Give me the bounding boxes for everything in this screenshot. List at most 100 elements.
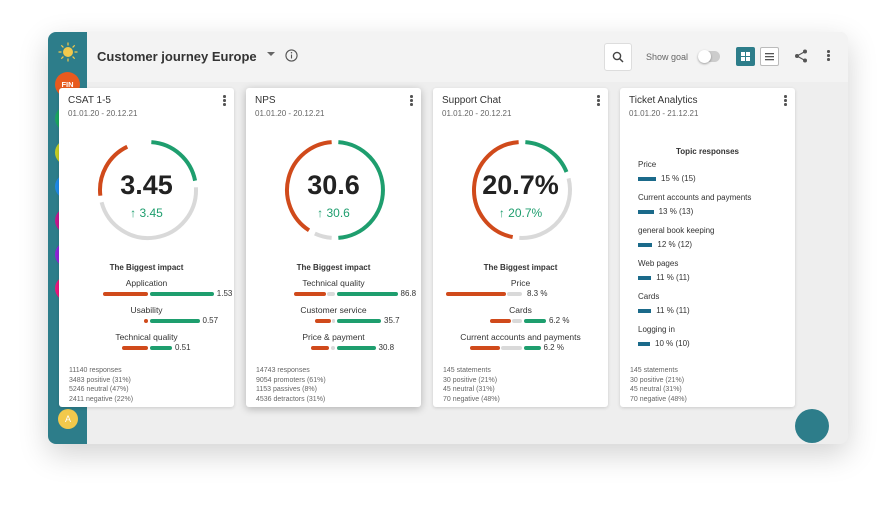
search-icon (612, 51, 624, 63)
gauge-segment-pos (151, 140, 198, 182)
impact-label: Price (510, 278, 531, 288)
info-icon[interactable] (285, 49, 298, 62)
card-title: Ticket Analytics (629, 95, 698, 106)
card-stats: 14743 responses 9054 promoters (61%) 1153 … (256, 366, 326, 404)
impact-label: Technical quality (302, 278, 365, 288)
card-menu-icon[interactable] (410, 95, 413, 107)
impact-label: Usability (130, 305, 163, 315)
show-goal-toggle[interactable] (698, 50, 720, 63)
gauge-segment-neu (519, 177, 572, 240)
impact-label: Cards (509, 305, 532, 315)
floating-action-button[interactable] (795, 409, 829, 443)
score-value: 3.45 (120, 170, 173, 200)
stat-line: 9054 promoters (61%) (256, 376, 326, 384)
metric-card[interactable]: Ticket Analytics 01.01.20 - 21.12.21 Topic… (620, 88, 795, 407)
metric-card[interactable]: Support Chat 01.01.20 - 20.12.21 20.7% ↑ 20… (433, 88, 608, 407)
card-stats: 145 statements 30 positive (21%) 45 neutra… (630, 366, 687, 404)
card-menu-icon[interactable] (597, 95, 600, 107)
topic-value: 13 % (13) (658, 207, 694, 216)
stat-line: 2411 negative (22%) (69, 395, 134, 403)
topic-value: 10 % (10) (655, 339, 690, 348)
card-menu-icon[interactable] (223, 95, 226, 107)
impact-bar-positive (337, 319, 381, 323)
show-goal-label: Show goal (646, 52, 689, 62)
topic-heading: Topic responses (676, 147, 739, 156)
stat-line: 5246 neutral (47%) (69, 386, 129, 393)
metric-card[interactable]: NPS 01.01.20 - 20.12.21 30.6 ↑ 30.6 The Bigg… (246, 88, 421, 407)
gauge-segment-pos (525, 140, 569, 173)
stat-line: 1153 passives (8%) (256, 386, 317, 393)
metric-card[interactable]: CSAT 1-5 01.01.20 - 20.12.21 3.45 ↑ 3.45 The… (59, 88, 234, 407)
card-title: NPS (255, 95, 276, 106)
impact-value: 0.51 (175, 343, 191, 352)
score-gauge (285, 140, 385, 240)
topic-label: Cards (638, 292, 660, 301)
grid-view-button[interactable] (736, 47, 755, 66)
impact-value: 30.8 (378, 343, 395, 352)
share-icon[interactable] (794, 49, 808, 63)
impact-heading: The Biggest impact (296, 263, 371, 272)
impact-value: 0.57 (202, 316, 219, 325)
chevron-down-icon[interactable] (267, 52, 275, 56)
impact-bar-negative (310, 346, 330, 350)
topic-bar (638, 276, 652, 280)
stat-line: 145 statements (630, 367, 678, 374)
card-menu-icon[interactable] (784, 95, 787, 107)
grid-icon (741, 52, 750, 61)
toggle-knob (698, 50, 711, 63)
impact-bar-negative (446, 292, 506, 296)
impact-value: 1.53 (216, 289, 233, 298)
topic-value: 15 % (15) (661, 174, 696, 183)
topic-value: 11 % (11) (656, 273, 690, 282)
stat-line: 30 positive (21%) (443, 376, 498, 384)
list-view-button[interactable] (760, 47, 779, 66)
gauge-segment-neu (99, 187, 198, 241)
score-gauge (472, 140, 572, 240)
topic-label: Current accounts and payments (638, 193, 752, 202)
app-window: FINSENOUSALVLTEE ··· A Customer journey … (48, 32, 848, 444)
impact-bar-positive (337, 346, 376, 350)
stat-line: 70 negative (48%) (630, 395, 687, 403)
impact-label: Current accounts and payments (460, 332, 581, 342)
topic-value: 12 % (12) (657, 240, 693, 249)
gauge-segment-neu (314, 231, 332, 240)
impact-bar-negative (121, 346, 148, 350)
topic-bar (638, 309, 652, 313)
stat-line: 45 neutral (31%) (630, 386, 682, 393)
avatar[interactable]: A (58, 409, 78, 429)
gauge-segment-pos (338, 140, 385, 240)
impact-bar-positive (524, 319, 546, 323)
stat-line: 70 negative (48%) (443, 395, 500, 403)
stat-line: 45 neutral (31%) (443, 386, 495, 393)
stat-line: 3483 positive (31%) (69, 376, 131, 384)
impact-bar-neutral (331, 319, 335, 323)
page-title: Customer journey Europe (97, 49, 257, 64)
impact-bar-positive (524, 346, 541, 350)
more-options-icon[interactable] (827, 50, 831, 62)
impact-bar-negative (102, 292, 148, 296)
score-gauge (98, 140, 198, 241)
impact-bar-negative (490, 319, 511, 323)
search-button[interactable] (604, 43, 632, 71)
stat-line: 11140 responses (69, 367, 122, 374)
topic-label: Web pages (638, 259, 679, 268)
impact-bar-neutral (512, 319, 522, 323)
impact-bar-negative (315, 319, 331, 323)
list-icon (765, 53, 774, 61)
impact-bar-neutral (330, 346, 335, 350)
impact-bar-neutral (506, 292, 522, 296)
impact-heading: The Biggest impact (109, 263, 184, 272)
topic-bar (638, 210, 654, 214)
topic-label: Price (638, 160, 657, 169)
topic-label: Logging in (638, 325, 675, 334)
impact-label: Application (125, 278, 168, 288)
gauge-segment-neg (472, 140, 519, 240)
score-trend: ↑ 3.45 (130, 206, 163, 220)
impact-bar-negative (294, 292, 327, 296)
topic-bar (638, 243, 653, 247)
card-date-range: 01.01.20 - 20.12.21 (442, 109, 512, 118)
impact-value: 6.2 % (549, 316, 570, 325)
impact-value: 8.3 % (527, 289, 548, 298)
sun-logo-icon[interactable] (58, 42, 78, 62)
score-value: 30.6 (307, 170, 360, 200)
